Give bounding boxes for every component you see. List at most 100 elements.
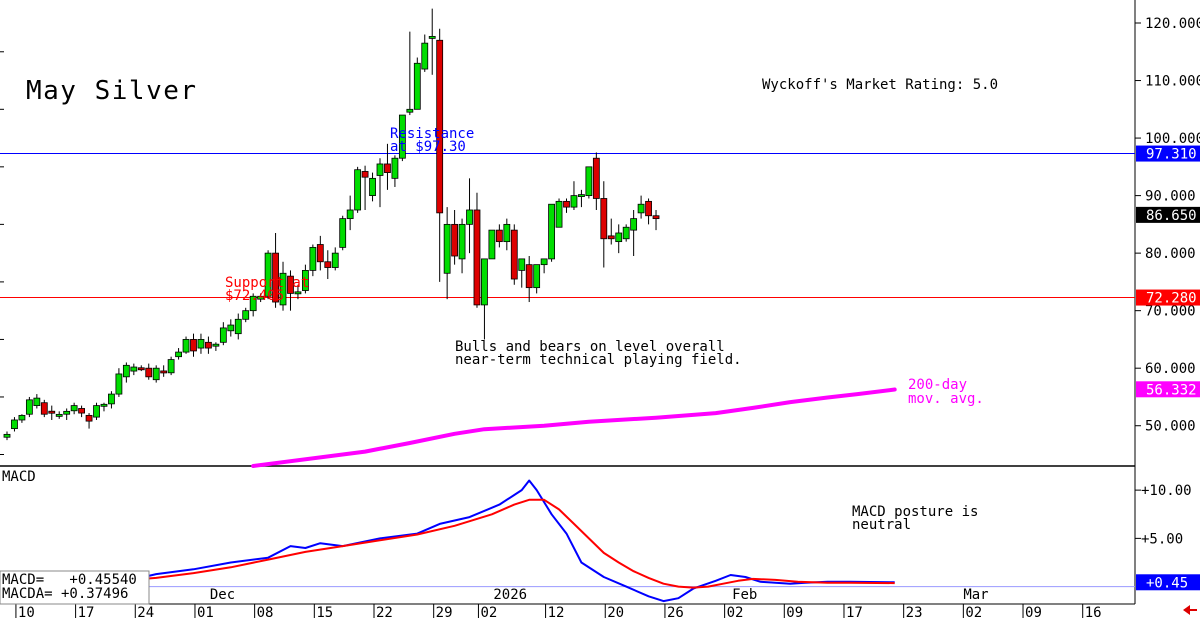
- macda-value: MACDA= +0.37496: [2, 586, 128, 602]
- candle-body-up: [346, 209, 354, 220]
- candle-body-up: [197, 339, 205, 349]
- candle-body-up: [100, 403, 108, 407]
- y-tick-label: 120.000: [1145, 16, 1200, 32]
- candle-body-down: [592, 157, 600, 199]
- candle: [175, 348, 182, 360]
- candle: [652, 209, 660, 231]
- support-resistance-lines: [0, 153, 1135, 299]
- candle: [630, 209, 638, 257]
- candle: [242, 307, 250, 323]
- macd-annotation-line1: MACD posture is: [852, 504, 978, 520]
- candle-body-up: [548, 203, 555, 260]
- candle: [301, 264, 309, 294]
- price-label-bg: [1136, 145, 1200, 162]
- candle: [212, 342, 220, 351]
- annotation-line2: near-term technical playing field.: [455, 352, 742, 368]
- candle-body-up: [175, 351, 182, 358]
- candle-body-down: [510, 229, 518, 280]
- candle-body-up: [428, 35, 436, 39]
- market-rating: Wyckoff's Market Rating: 5.0: [762, 77, 998, 93]
- x-day-label: 08: [257, 605, 274, 620]
- candle: [346, 195, 354, 231]
- macd-current-label: +0.45: [1136, 574, 1200, 591]
- candle-body-down: [316, 244, 324, 263]
- candle: [391, 155, 399, 187]
- candle-body-up: [93, 405, 100, 418]
- candle-body-down: [495, 229, 503, 243]
- candle-body-up: [413, 62, 421, 110]
- candle: [33, 394, 41, 409]
- macd-series-macd: [6, 479, 895, 603]
- candle-body-up: [369, 177, 376, 197]
- candle: [63, 408, 71, 420]
- candle-body-up: [70, 405, 78, 412]
- macd-current-text: +0.45: [1146, 575, 1188, 591]
- candle: [145, 363, 153, 380]
- candle: [55, 411, 63, 419]
- candle: [227, 319, 235, 337]
- resistance-label-line2: at $97.30: [390, 139, 466, 155]
- candle-body-down: [78, 408, 85, 414]
- ma-label-line1: 200-day: [908, 377, 967, 393]
- candle-body-up: [227, 324, 235, 332]
- price-label-bg: [1136, 381, 1200, 398]
- candle: [458, 218, 466, 274]
- candle: [160, 365, 168, 377]
- candle-body-up: [11, 419, 18, 430]
- candle: [525, 256, 533, 303]
- candle-body-up: [301, 269, 309, 291]
- candle-body-up: [443, 223, 451, 274]
- date-x-axis: 10 17 24 01 08 15 22 29 02 12 20 26 02 09 17 23 02 09 16De…: [15, 587, 1102, 620]
- candle: [219, 322, 227, 346]
- candle-body-up: [354, 169, 362, 211]
- candle-body-up: [25, 399, 33, 415]
- candle: [93, 402, 100, 420]
- candle-body-down: [652, 215, 660, 220]
- candle-body-up: [130, 366, 138, 372]
- macd-series-macda: [6, 498, 895, 589]
- candle: [570, 181, 578, 210]
- macd-annotation-line2: neutral: [852, 517, 911, 533]
- candle: [70, 402, 78, 415]
- support-label-line2: $72.405: [225, 288, 284, 304]
- candle: [130, 363, 138, 376]
- candle-body-up: [398, 114, 406, 159]
- x-day-label: 02: [480, 605, 497, 620]
- y-tick-label: 50.000: [1145, 419, 1196, 435]
- x-day-label: 12: [548, 605, 565, 620]
- candle-body-up: [570, 195, 578, 208]
- candle-body-down: [645, 200, 652, 217]
- price-labels: 97.310 86.650 72.280 56.332: [1136, 145, 1200, 398]
- candle: [600, 181, 608, 268]
- candle: [473, 192, 481, 308]
- candle: [167, 356, 175, 376]
- x-day-label: 10: [18, 605, 35, 620]
- candle: [264, 250, 272, 300]
- macd-tick-label: +5.00: [1141, 531, 1183, 547]
- left-arrow-icon[interactable]: [1183, 605, 1197, 615]
- candle-body-up: [406, 108, 414, 113]
- candle: [384, 143, 391, 190]
- x-month-label: Dec: [210, 587, 235, 603]
- candle-body-down: [473, 209, 481, 306]
- candle: [376, 158, 384, 208]
- macd-series: [6, 479, 895, 603]
- candle: [622, 224, 630, 242]
- moving-average-200-day: [251, 387, 897, 468]
- y-tick-label: 80.000: [1145, 246, 1196, 262]
- macd-y-axis: +10.00 +5.00 +0.45: [0, 483, 1200, 591]
- candle: [234, 313, 242, 340]
- candle-body-down: [40, 402, 48, 415]
- candle: [152, 365, 160, 383]
- candle-body-up: [63, 410, 71, 415]
- candle: [3, 431, 11, 441]
- price-label-text: 97.310: [1146, 147, 1197, 163]
- price-label-text: 56.332: [1146, 382, 1197, 398]
- candle-body-up: [488, 229, 496, 260]
- candle-body-down: [272, 252, 279, 303]
- resistance-label-line1: Resistance: [390, 126, 474, 142]
- x-month-label: Feb: [732, 587, 757, 603]
- candle: [122, 362, 130, 383]
- candle-body-up: [3, 433, 11, 438]
